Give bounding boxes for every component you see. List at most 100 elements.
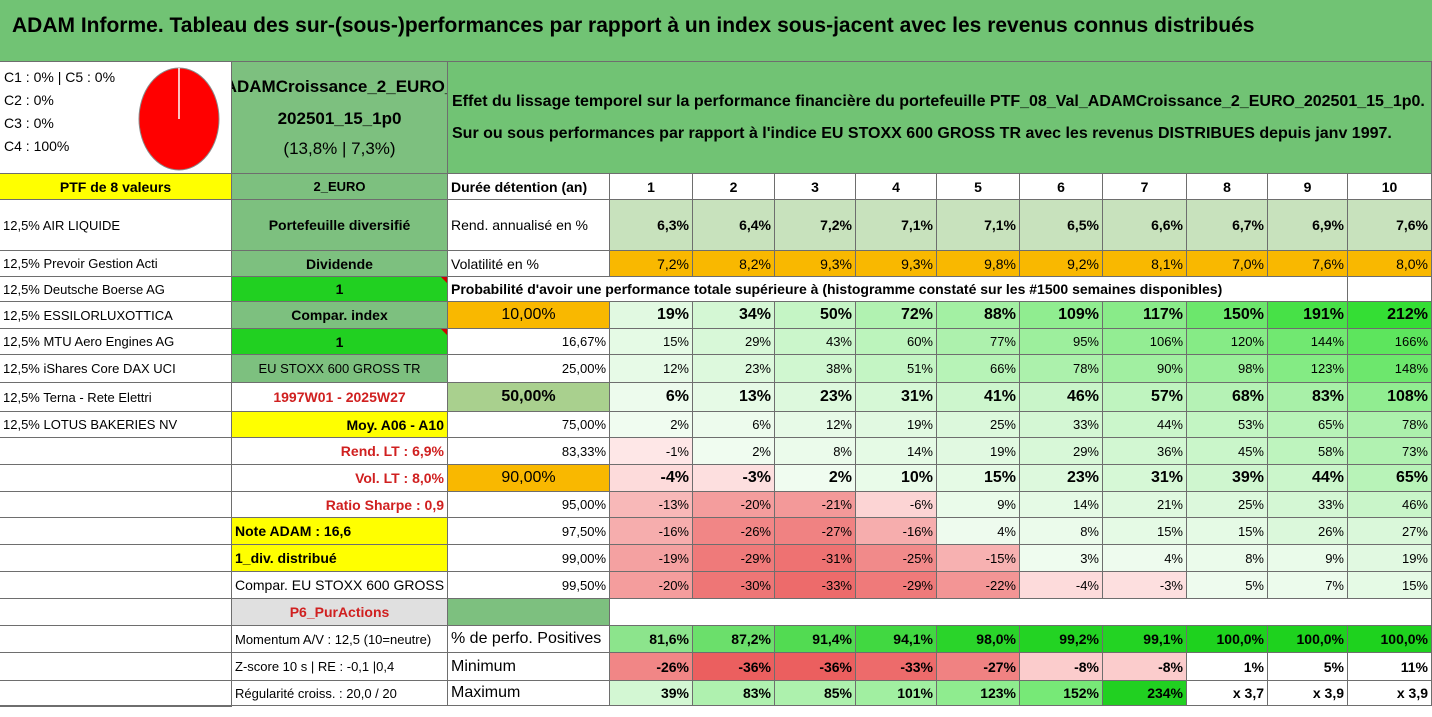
perf-value: 6% xyxy=(610,383,693,412)
perf-value: 14% xyxy=(856,438,937,465)
perf-value: 8% xyxy=(1187,545,1268,572)
perf-value: 68% xyxy=(1187,383,1268,412)
perf-value: 150% xyxy=(1187,302,1268,329)
minimum-value: -8% xyxy=(1103,653,1187,681)
perf-value: 90% xyxy=(1103,355,1187,383)
vol-value: 9,8% xyxy=(937,251,1020,277)
vol-value: 9,3% xyxy=(856,251,937,277)
legend-c3: C3 : 0% xyxy=(4,115,54,131)
perf-value: 83% xyxy=(1268,383,1348,412)
perf-value: 191% xyxy=(1268,302,1348,329)
perf-value: 19% xyxy=(937,438,1020,465)
perf-value: 46% xyxy=(1348,492,1432,518)
perf-value: 65% xyxy=(1348,465,1432,492)
perf-value: 19% xyxy=(856,412,937,438)
probability-header: Probabilité d'avoir une performance tota… xyxy=(448,277,1348,302)
perf-value: 144% xyxy=(1268,329,1348,355)
perf-value: 14% xyxy=(1020,492,1103,518)
legend-c1-c5: C1 : 0% | C5 : 0% xyxy=(4,69,116,85)
rend-value: 6,6% xyxy=(1103,200,1187,251)
positives-value: 100,0% xyxy=(1348,626,1432,653)
perf-value: -19% xyxy=(610,545,693,572)
dividend-flag: 1 xyxy=(232,277,448,302)
perf-value: 43% xyxy=(775,329,856,355)
perf-value: -27% xyxy=(775,518,856,545)
probability-level: 50,00% xyxy=(448,383,610,412)
perf-value: 33% xyxy=(1268,492,1348,518)
compar-index-name: Compar. EU STOXX 600 GROSS TR xyxy=(232,572,448,599)
positives-value: 98,0% xyxy=(937,626,1020,653)
minimum-value: -36% xyxy=(693,653,775,681)
cluster-legend: C1 : 0% | C5 : 0% C2 : 0% C3 : 0% C4 : 1… xyxy=(0,62,232,174)
perf-value: -16% xyxy=(610,518,693,545)
minimum-value: -36% xyxy=(775,653,856,681)
perf-value: 34% xyxy=(693,302,775,329)
perf-value: 44% xyxy=(1103,412,1187,438)
minimum-value: -8% xyxy=(1020,653,1103,681)
minimum-value: -27% xyxy=(937,653,1020,681)
perf-value: 120% xyxy=(1187,329,1268,355)
rend-value: 6,7% xyxy=(1187,200,1268,251)
perf-value: 50% xyxy=(775,302,856,329)
probability-level: 16,67% xyxy=(448,329,610,355)
rend-value: 6,3% xyxy=(610,200,693,251)
perf-value: 7% xyxy=(1268,572,1348,599)
perf-value: 58% xyxy=(1268,438,1348,465)
perf-value: 15% xyxy=(1348,572,1432,599)
compar-index-label: Compar. index xyxy=(232,302,448,329)
rend-value: 7,1% xyxy=(937,200,1020,251)
perf-value: 23% xyxy=(693,355,775,383)
probability-level: 97,50% xyxy=(448,518,610,545)
perf-value: 9% xyxy=(937,492,1020,518)
holding-row: 12,5% MTU Aero Engines AG xyxy=(0,329,232,355)
perf-value: 36% xyxy=(1103,438,1187,465)
perf-value: 77% xyxy=(937,329,1020,355)
maximum-value: 39% xyxy=(610,681,693,706)
perf-value: -3% xyxy=(693,465,775,492)
empty-cell xyxy=(0,706,232,707)
perf-value: 33% xyxy=(1020,412,1103,438)
perf-value: 4% xyxy=(937,518,1020,545)
vol-value: 8,0% xyxy=(1348,251,1432,277)
maximum-value: 152% xyxy=(1020,681,1103,706)
empty-cell xyxy=(0,438,232,465)
year-header: 1 xyxy=(610,174,693,200)
perf-value: 57% xyxy=(1103,383,1187,412)
year-header: 7 xyxy=(1103,174,1187,200)
perf-value: 88% xyxy=(937,302,1020,329)
minimum-value: -33% xyxy=(856,653,937,681)
allocation-pie-chart xyxy=(138,67,220,171)
perf-value: -13% xyxy=(610,492,693,518)
perf-value: -16% xyxy=(856,518,937,545)
maximum-value: 83% xyxy=(693,681,775,706)
rend-value: 6,5% xyxy=(1020,200,1103,251)
empty-cell xyxy=(0,465,232,492)
portfolio-name-line2: 202501_15_1p0 xyxy=(277,108,402,128)
perf-value: 2% xyxy=(775,465,856,492)
maximum-value: 85% xyxy=(775,681,856,706)
perf-value: 5% xyxy=(1187,572,1268,599)
rend-value: 7,6% xyxy=(1348,200,1432,251)
perf-value: -6% xyxy=(856,492,937,518)
probability-level: 99,50% xyxy=(448,572,610,599)
comment-marker-icon xyxy=(441,329,447,335)
perf-value: 123% xyxy=(1268,355,1348,383)
perf-value: 39% xyxy=(1187,465,1268,492)
rend-label: Rend. annualisé en % xyxy=(448,200,610,251)
perf-value: -4% xyxy=(1020,572,1103,599)
perf-value: 9% xyxy=(1268,545,1348,572)
perf-value: 12% xyxy=(775,412,856,438)
positives-value: 94,1% xyxy=(856,626,937,653)
rend-value: 6,4% xyxy=(693,200,775,251)
perf-value: 10% xyxy=(856,465,937,492)
rend-lt: Rend. LT : 6,9% xyxy=(232,438,448,465)
perf-value: 109% xyxy=(1020,302,1103,329)
holding-row: 12,5% Prevoir Gestion Acti xyxy=(0,251,232,277)
perf-value: 65% xyxy=(1268,412,1348,438)
year-header: 4 xyxy=(856,174,937,200)
minimum-value: -26% xyxy=(610,653,693,681)
perf-value: 27% xyxy=(1348,518,1432,545)
perf-value: 21% xyxy=(1103,492,1187,518)
perf-value: 60% xyxy=(856,329,937,355)
portfolio-type: Portefeuille diversifié xyxy=(232,200,448,251)
